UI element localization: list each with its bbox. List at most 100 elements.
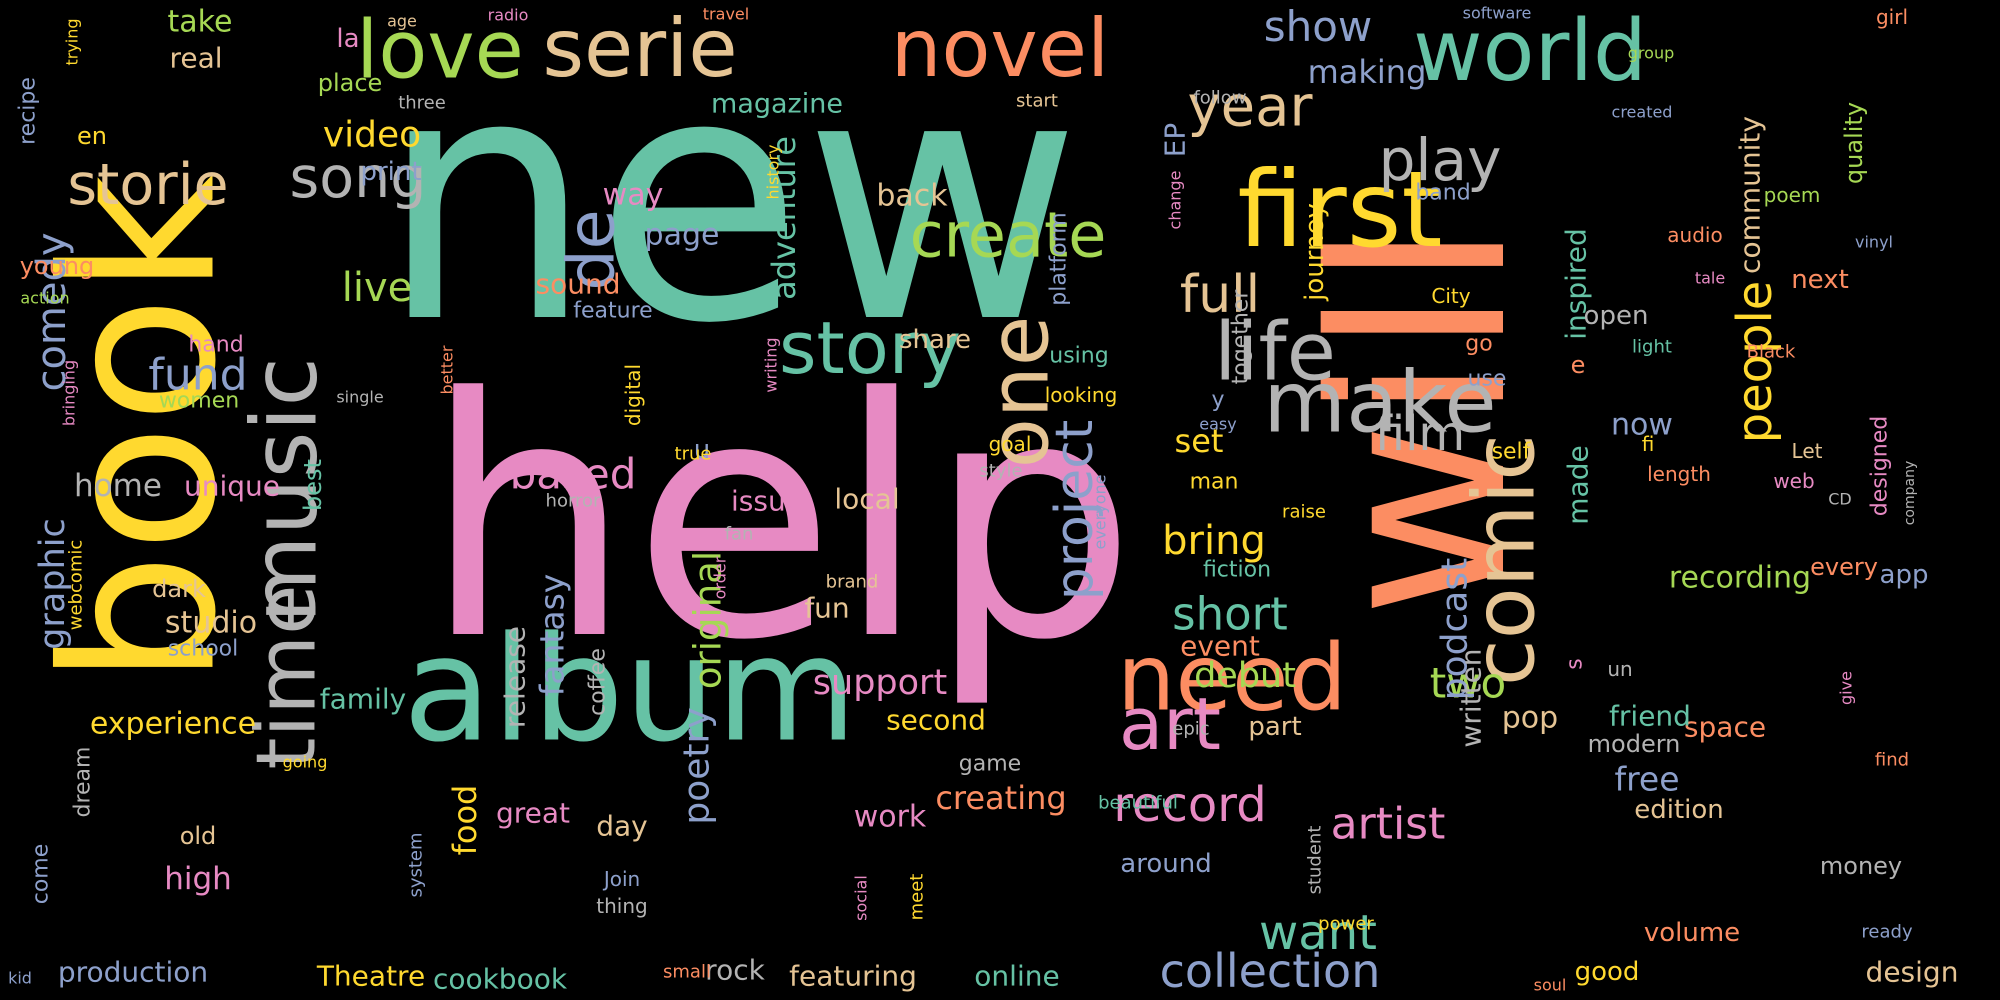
word-create: create xyxy=(910,199,1107,272)
word-people: people xyxy=(1727,281,1783,444)
word-print: print xyxy=(360,157,421,187)
word-support: support xyxy=(813,663,947,703)
word-set: set xyxy=(1175,422,1224,460)
word-sound: sound xyxy=(536,268,621,301)
word-volume: volume xyxy=(1644,918,1740,948)
word-comic: comic xyxy=(1456,434,1555,686)
word-now: now xyxy=(1611,408,1673,443)
word-full: full xyxy=(1180,265,1260,325)
word-back: back xyxy=(876,179,948,214)
word-fun: fun xyxy=(804,592,849,625)
word-school: school xyxy=(168,637,239,662)
word-creating: creating xyxy=(935,779,1066,817)
word-raise: raise xyxy=(1282,502,1326,523)
word-bring: bring xyxy=(1162,518,1266,564)
word-recording: recording xyxy=(1669,561,1811,596)
word-issue: issue xyxy=(731,485,803,518)
word-making: making xyxy=(1308,53,1427,91)
word-great: great xyxy=(496,797,570,830)
word-using: using xyxy=(1049,344,1108,369)
word-tale: tale xyxy=(1695,269,1725,288)
word-cd: CD xyxy=(1828,490,1852,509)
word-webcomic: webcomic xyxy=(66,540,87,631)
word-comedy: comedy xyxy=(29,232,75,391)
word-adventure: adventure xyxy=(765,136,803,300)
word-experience: experience xyxy=(90,707,256,742)
word-art: art xyxy=(1119,682,1221,766)
word-de: de xyxy=(555,209,630,290)
word-e: e xyxy=(1571,351,1586,379)
word-company: company xyxy=(1902,461,1918,526)
word-beautiful: beautiful xyxy=(1098,793,1178,814)
word-artist: artist xyxy=(1331,799,1446,850)
word-un: un xyxy=(1607,657,1632,681)
word-bringing: bringing xyxy=(60,360,79,426)
word-show: show xyxy=(1264,2,1373,51)
word-best: best xyxy=(299,459,327,511)
word-will: will xyxy=(1280,222,1560,618)
word-y: y xyxy=(1211,388,1224,413)
word-epic: epic xyxy=(1172,719,1209,740)
word-design: design xyxy=(1866,956,1959,989)
word-light: light xyxy=(1632,337,1672,358)
word-fiction: fiction xyxy=(1203,558,1271,583)
word-digital: digital xyxy=(621,364,645,426)
word-project: project xyxy=(1045,420,1105,600)
word-album: album xyxy=(403,606,857,775)
word-man: man xyxy=(1190,470,1239,495)
word-online: online xyxy=(974,960,1059,993)
word-family: family xyxy=(320,683,406,716)
word-live: live xyxy=(342,265,413,311)
word-short: short xyxy=(1172,588,1288,641)
word-space: space xyxy=(1684,711,1766,744)
word-second: second xyxy=(886,704,986,737)
word-three: three xyxy=(398,93,446,114)
word-horror: horror xyxy=(546,491,602,512)
word-kid: kid xyxy=(8,969,32,988)
word-unique: unique xyxy=(184,470,280,503)
word-group: group xyxy=(1628,44,1674,63)
word-start: start xyxy=(1016,91,1058,112)
word-social: social xyxy=(852,875,871,921)
word-looking: looking xyxy=(1045,383,1118,407)
word-order: order xyxy=(711,556,730,599)
word-dream: dream xyxy=(71,747,96,818)
word-thing: thing xyxy=(596,894,647,918)
word-radio: radio xyxy=(488,6,529,25)
word-meet: meet xyxy=(907,874,928,921)
word-ep: EP xyxy=(1159,123,1192,158)
word-girl: girl xyxy=(1876,5,1908,29)
word-small: small xyxy=(663,962,711,983)
word-storie: storie xyxy=(67,152,228,218)
word-goal: goal xyxy=(989,432,1032,456)
word-time: time xyxy=(240,584,335,769)
word-go: go xyxy=(1465,332,1492,357)
word-en: en xyxy=(77,122,107,150)
word-next: next xyxy=(1791,265,1849,295)
word-podcast: podcast xyxy=(1435,558,1476,700)
word-system: system xyxy=(406,832,427,897)
word-around: around xyxy=(1120,849,1211,879)
word-page: page xyxy=(645,218,720,253)
word-home: home xyxy=(74,468,162,504)
word-black: Black xyxy=(1747,342,1796,363)
word-everyone: everyone xyxy=(1091,475,1110,550)
word-graphic: graphic xyxy=(33,518,73,649)
word-work: work xyxy=(854,800,927,835)
word-history: history xyxy=(764,144,783,199)
word-travel: travel xyxy=(703,5,749,24)
word-pop: pop xyxy=(1502,701,1558,736)
word-every: every xyxy=(1810,553,1878,581)
word-vinyl: vinyl xyxy=(1855,233,1893,252)
word-song: song xyxy=(290,145,427,211)
word-based: based xyxy=(510,450,637,499)
word-want: want xyxy=(1259,905,1377,961)
word-serie: serie xyxy=(542,2,737,95)
word-action: action xyxy=(20,289,69,308)
word-featuring: featuring xyxy=(789,960,917,993)
word-need: need xyxy=(1117,625,1347,732)
word-power: power xyxy=(1318,914,1374,935)
word-game: game xyxy=(959,752,1021,777)
word-software: software xyxy=(1463,4,1532,23)
